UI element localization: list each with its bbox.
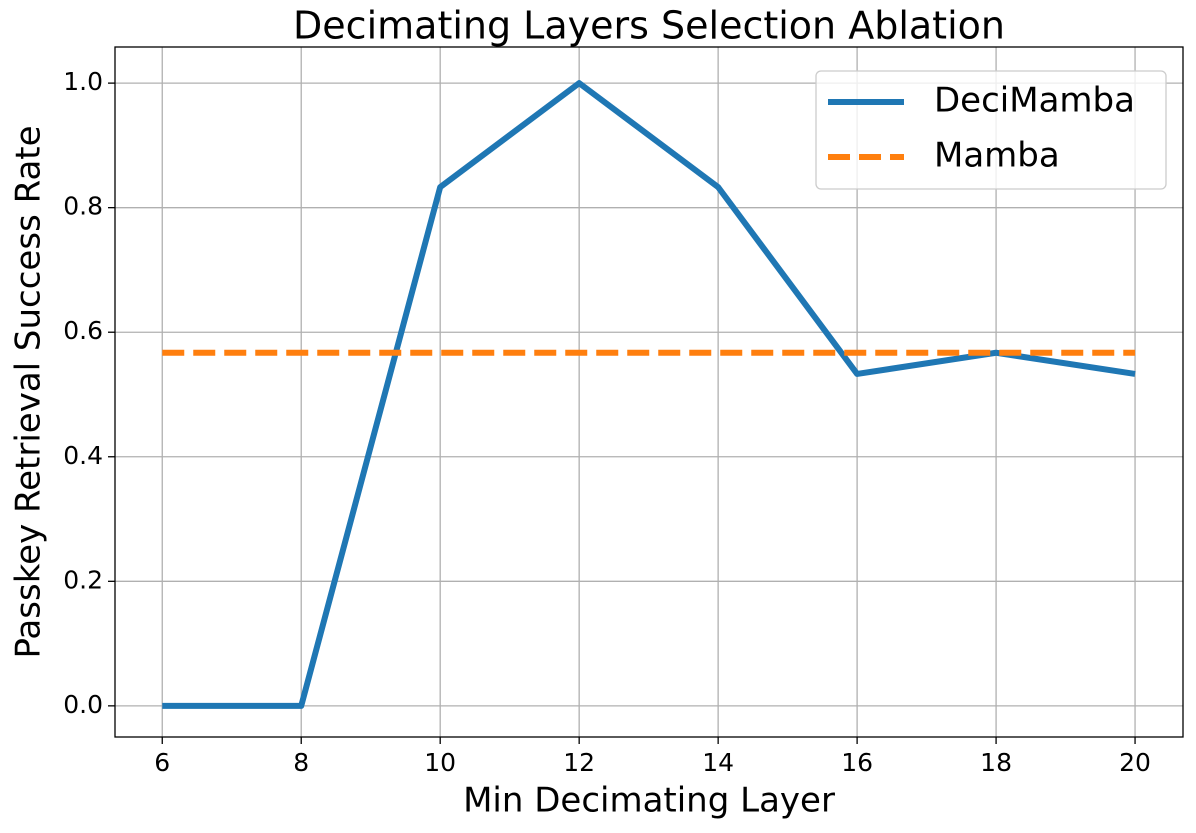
y-axis-label: Passkey Retrieval Success Rate bbox=[9, 125, 49, 658]
plot-frame bbox=[114, 46, 1184, 738]
legend-label: DeciMamba bbox=[934, 81, 1135, 121]
x-tick-label: 12 bbox=[563, 748, 595, 777]
chart-title: Decimating Layers Selection Ablation bbox=[293, 4, 1005, 48]
y-tick-label: 0.2 bbox=[63, 565, 103, 594]
x-tick-label: 20 bbox=[1119, 748, 1151, 777]
data-line bbox=[162, 80, 1136, 709]
x-tick-label: 6 bbox=[154, 748, 170, 777]
legend-label: Mamba bbox=[934, 136, 1060, 176]
y-tick-label: 0.0 bbox=[63, 690, 103, 719]
x-tick-label: 10 bbox=[424, 748, 456, 777]
y-tick-label: 0.4 bbox=[63, 441, 103, 470]
y-tick-label: 0.6 bbox=[63, 316, 103, 345]
x-tick-label: 16 bbox=[841, 748, 873, 777]
x-tick-label: 14 bbox=[702, 748, 734, 777]
x-tick-label: 8 bbox=[293, 748, 309, 777]
y-tick-label: 1.0 bbox=[63, 67, 103, 96]
y-tick-label: 0.8 bbox=[63, 192, 103, 221]
x-tick-label: 18 bbox=[980, 748, 1012, 777]
x-axis-label: Min Decimating Layer bbox=[463, 781, 835, 821]
